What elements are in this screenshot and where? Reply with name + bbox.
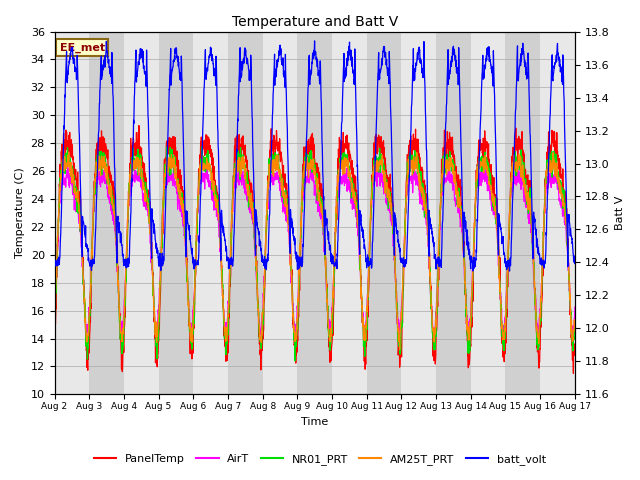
Title: Temperature and Batt V: Temperature and Batt V (232, 15, 398, 29)
batt_volt (311, 38, 319, 44)
NR01_PRT (466, 336, 474, 341)
AM25T_PRT (65, 149, 72, 155)
NR01_PRT (198, 144, 206, 150)
Bar (124, 32, 159, 395)
AM25T_PRT (51, 312, 58, 317)
Bar (332, 32, 367, 395)
NR01_PRT (330, 283, 338, 289)
AirT (330, 282, 337, 288)
AirT (525, 221, 533, 227)
AirT (341, 174, 349, 180)
AirT (479, 163, 487, 169)
PanelTemp (196, 170, 204, 176)
batt_volt (196, 223, 204, 228)
Legend: PanelTemp, AirT, NR01_PRT, AM25T_PRT, batt_volt: PanelTemp, AirT, NR01_PRT, AM25T_PRT, ba… (90, 450, 550, 469)
AM25T_PRT (466, 323, 474, 328)
Line: NR01_PRT: NR01_PRT (54, 147, 575, 361)
Bar (193, 32, 228, 395)
PanelTemp (540, 235, 547, 241)
PanelTemp (571, 346, 579, 352)
AirT (540, 227, 548, 232)
AirT (466, 323, 474, 329)
AM25T_PRT (571, 318, 579, 324)
X-axis label: Time: Time (301, 417, 328, 427)
PanelTemp (466, 355, 474, 360)
AirT (51, 304, 58, 310)
AM25T_PRT (525, 199, 533, 205)
Bar (471, 32, 506, 395)
Bar (54, 32, 89, 395)
PanelTemp (135, 123, 143, 129)
Y-axis label: Batt V: Batt V (615, 196, 625, 230)
Text: EE_met: EE_met (60, 42, 105, 53)
AirT (196, 184, 204, 190)
AM25T_PRT (196, 168, 204, 174)
NR01_PRT (291, 358, 299, 364)
batt_volt (330, 259, 337, 264)
AirT (430, 339, 438, 345)
batt_volt (525, 97, 533, 103)
Line: AM25T_PRT: AM25T_PRT (54, 152, 575, 349)
Bar (228, 32, 262, 395)
AirT (571, 304, 579, 310)
Bar (89, 32, 124, 395)
batt_volt (540, 259, 548, 264)
Bar (298, 32, 332, 395)
NR01_PRT (196, 168, 204, 174)
NR01_PRT (571, 324, 579, 330)
NR01_PRT (341, 156, 349, 161)
Line: PanelTemp: PanelTemp (54, 126, 575, 373)
PanelTemp (341, 141, 349, 147)
NR01_PRT (525, 200, 533, 205)
PanelTemp (570, 371, 577, 376)
Line: AirT: AirT (54, 166, 575, 342)
Bar (367, 32, 401, 395)
PanelTemp (525, 181, 533, 187)
AM25T_PRT (330, 273, 337, 279)
NR01_PRT (540, 225, 548, 230)
Bar (159, 32, 193, 395)
Bar (262, 32, 298, 395)
Y-axis label: Temperature (C): Temperature (C) (15, 168, 25, 258)
batt_volt (466, 256, 474, 262)
Bar (540, 32, 575, 395)
Bar (401, 32, 436, 395)
batt_volt (571, 261, 579, 266)
NR01_PRT (51, 325, 58, 331)
PanelTemp (330, 302, 337, 308)
batt_volt (51, 262, 58, 267)
AM25T_PRT (341, 156, 349, 161)
batt_volt (506, 268, 513, 274)
Bar (506, 32, 540, 395)
Line: batt_volt: batt_volt (54, 41, 575, 271)
AM25T_PRT (396, 347, 403, 352)
batt_volt (341, 75, 349, 81)
AM25T_PRT (540, 224, 548, 230)
Bar (436, 32, 471, 395)
PanelTemp (51, 326, 58, 332)
